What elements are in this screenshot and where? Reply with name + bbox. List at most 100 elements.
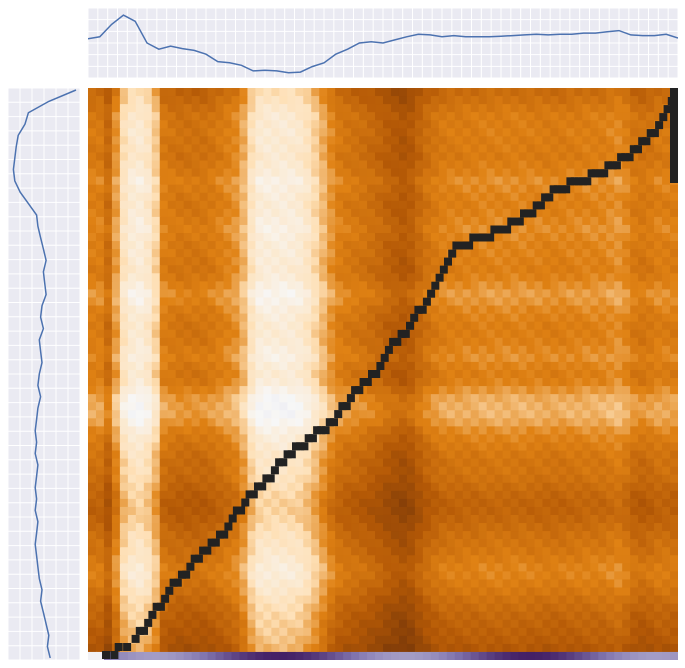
heatmap-cell — [462, 426, 472, 436]
heatmap-cell — [279, 176, 288, 186]
heatmap-cell — [175, 168, 185, 178]
heatmap-cell — [638, 273, 647, 282]
heatmap-cell — [638, 200, 647, 210]
heatmap-cell — [502, 579, 512, 589]
heatmap-cell — [470, 184, 480, 194]
heatmap-cell — [430, 466, 440, 476]
heatmap-cell — [119, 345, 129, 355]
heatmap-cell — [199, 200, 209, 210]
heatmap-cell — [327, 547, 336, 556]
heatmap-cell — [343, 184, 352, 194]
heatmap-cell — [88, 224, 97, 234]
heatmap-cell — [143, 386, 153, 395]
heatmap-cell — [255, 233, 264, 242]
heatmap-cell — [151, 233, 161, 242]
heatmap-cell — [95, 176, 105, 186]
heatmap-cell — [518, 112, 528, 121]
heatmap-cell — [430, 514, 440, 524]
heatmap-cell — [271, 402, 280, 411]
heatmap-cell — [414, 104, 424, 113]
heatmap-cell — [151, 353, 161, 363]
heatmap-cell — [646, 208, 655, 218]
heatmap-cell — [311, 579, 320, 589]
heatmap-cell — [375, 305, 384, 315]
heatmap-cell — [263, 273, 272, 282]
heatmap-cell — [414, 555, 424, 564]
heatmap-cell — [255, 88, 264, 97]
heatmap-cell — [502, 241, 512, 250]
heatmap-cell — [502, 136, 512, 145]
heatmap-cell — [462, 531, 472, 540]
heatmap-cell — [247, 88, 257, 97]
heatmap-cell — [111, 313, 121, 323]
heatmap-cell — [502, 410, 512, 419]
heatmap-cell — [446, 394, 456, 403]
heatmap-cell — [223, 120, 233, 129]
heatmap-cell — [590, 176, 599, 186]
heatmap-cell — [287, 144, 296, 154]
heatmap-cell — [638, 547, 647, 556]
heatmap-cell — [398, 224, 408, 234]
heatmap-cell — [446, 611, 456, 621]
heatmap-cell — [390, 579, 400, 589]
heatmap-cell — [159, 587, 169, 597]
heatmap-cell — [470, 555, 480, 564]
heatmap-cell — [343, 514, 352, 524]
heatmap-cell — [550, 386, 559, 395]
heatmap-cell — [183, 369, 193, 379]
heatmap-cell — [638, 128, 647, 137]
heatmap-cell — [191, 112, 201, 121]
heatmap-cell — [614, 466, 623, 476]
heatmap-cell — [343, 361, 352, 371]
heatmap-cell — [406, 523, 416, 532]
heatmap-cell — [526, 168, 536, 178]
heatmap-cell — [502, 168, 512, 178]
heatmap-cell — [662, 555, 671, 564]
heatmap-cell — [414, 353, 424, 363]
heatmap-cell — [598, 579, 607, 589]
heatmap-cell — [638, 192, 647, 202]
heatmap-cell — [430, 144, 440, 154]
heatmap-cell — [127, 208, 137, 218]
heatmap-cell — [199, 442, 209, 452]
heatmap-cell — [558, 192, 567, 202]
heatmap-cell — [175, 418, 185, 427]
heatmap-cell — [319, 506, 328, 516]
heatmap-cell — [558, 128, 567, 137]
heatmap-cell — [247, 313, 257, 323]
heatmap-cell — [367, 563, 376, 572]
heatmap-cell — [167, 329, 177, 339]
heatmap-cell — [438, 426, 448, 436]
heatmap-cell — [359, 418, 368, 427]
heatmap-cell — [462, 249, 472, 258]
heatmap-cell — [502, 450, 512, 460]
heatmap-cell — [143, 514, 153, 524]
heatmap-cell — [606, 289, 615, 299]
heatmap-cell — [486, 514, 496, 524]
heatmap-cell — [167, 96, 177, 105]
heatmap-cell — [271, 498, 280, 508]
heatmap-cell — [239, 257, 249, 266]
heatmap-cell — [151, 305, 161, 315]
heatmap-cell — [494, 410, 504, 419]
heatmap-cell — [375, 579, 384, 589]
heatmap-cell — [143, 329, 153, 339]
heatmap-cell — [367, 241, 376, 250]
heatmap-cell — [231, 289, 241, 299]
heatmap-cell — [327, 192, 336, 202]
heatmap-cell — [662, 313, 671, 323]
heatmap-cell — [510, 434, 520, 444]
heatmap-cell — [654, 104, 663, 113]
heatmap-cell — [151, 402, 161, 411]
heatmap-cell — [359, 281, 368, 291]
heatmap-cell — [239, 88, 249, 97]
heatmap-cell — [438, 305, 448, 315]
heatmap-cell — [335, 136, 344, 145]
heatmap-cell — [287, 152, 296, 162]
heatmap-cell — [247, 281, 257, 291]
heatmap-cell — [303, 458, 312, 468]
heatmap-cell — [582, 337, 591, 347]
heatmap-cell — [502, 482, 512, 492]
heatmap-cell — [566, 531, 575, 540]
heatmap-cell — [335, 418, 344, 427]
